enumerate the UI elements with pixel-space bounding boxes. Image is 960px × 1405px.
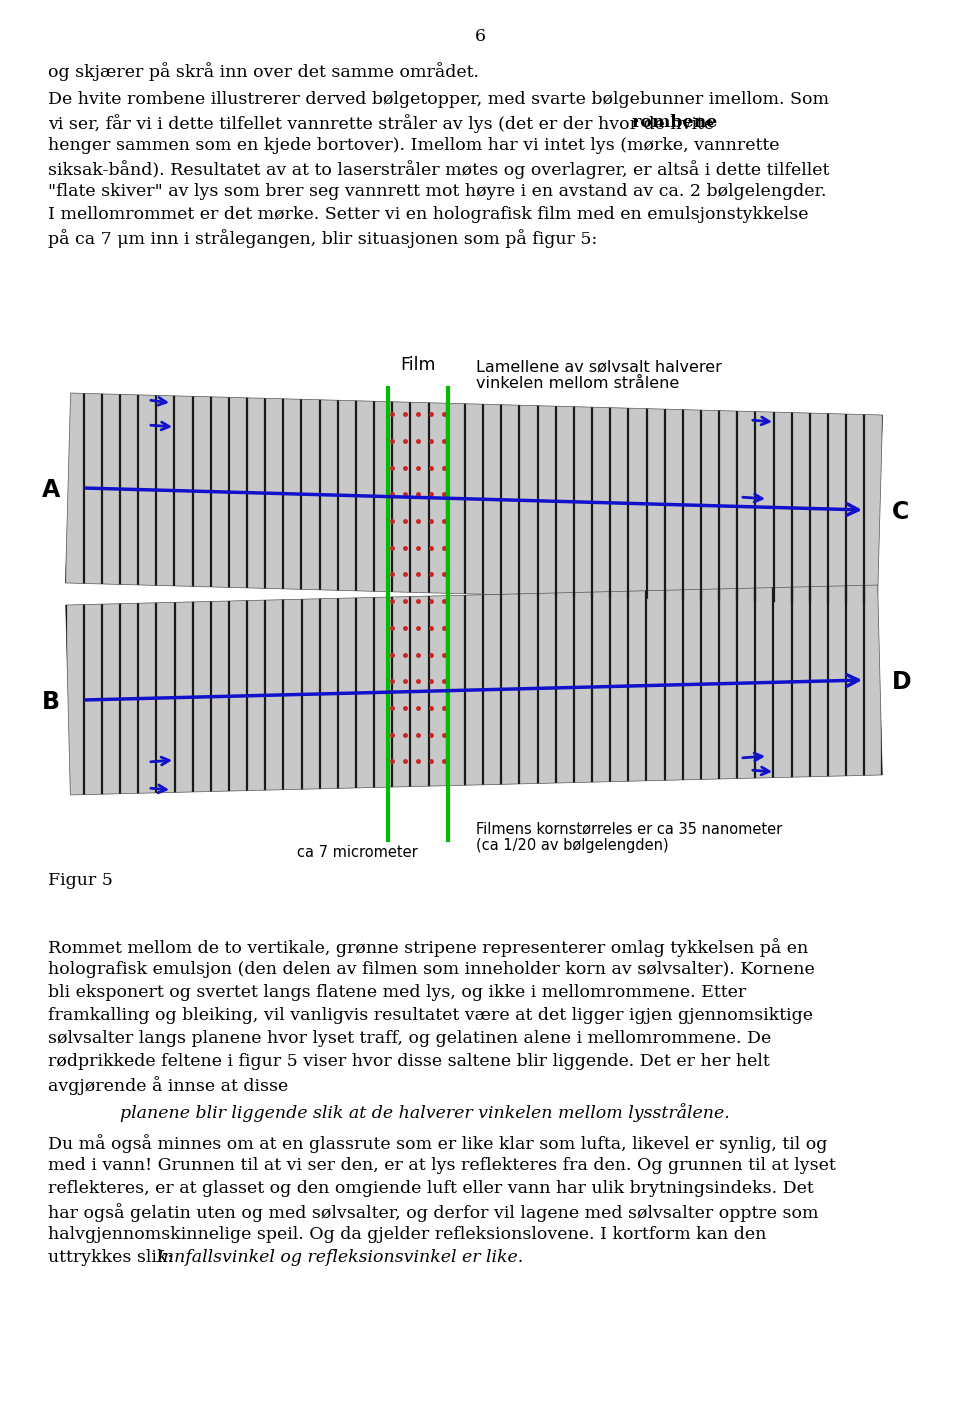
Polygon shape bbox=[65, 584, 882, 795]
Text: med i vann! Grunnen til at vi ser den, er at lys reflekteres fra den. Og grunnen: med i vann! Grunnen til at vi ser den, e… bbox=[48, 1156, 836, 1175]
Text: Rommet mellom de to vertikale, grønne stripene representerer omlag tykkelsen på : Rommet mellom de to vertikale, grønne st… bbox=[48, 939, 808, 957]
Text: og skjærer på skrå inn over det samme området.: og skjærer på skrå inn over det samme om… bbox=[48, 62, 479, 81]
Text: De hvite rombene illustrerer derved bølgetopper, med svarte bølgebunner imellom.: De hvite rombene illustrerer derved bølg… bbox=[48, 91, 829, 108]
Text: på ca 7 μm inn i strålegangen, blir situasjonen som på figur 5:: på ca 7 μm inn i strålegangen, blir situ… bbox=[48, 229, 597, 247]
Text: D: D bbox=[892, 670, 912, 694]
Text: 6: 6 bbox=[474, 28, 486, 45]
Text: vinkelen mellom strålene: vinkelen mellom strålene bbox=[476, 377, 680, 391]
Text: framkalling og bleiking, vil vanligvis resultatet være at det ligger igjen gjenn: framkalling og bleiking, vil vanligvis r… bbox=[48, 1007, 813, 1024]
Text: sølvsalter langs planene hvor lyset traff, og gelatinen alene i mellomrommene. D: sølvsalter langs planene hvor lyset traf… bbox=[48, 1030, 771, 1047]
Text: Filmens kornstørreles er ca 35 nanometer: Filmens kornstørreles er ca 35 nanometer bbox=[476, 822, 782, 837]
Text: uttrykkes slik:: uttrykkes slik: bbox=[48, 1249, 179, 1266]
Polygon shape bbox=[65, 393, 882, 606]
Text: Figur 5: Figur 5 bbox=[48, 873, 113, 889]
Text: Lamellene av sølvsalt halverer: Lamellene av sølvsalt halverer bbox=[476, 360, 722, 374]
Text: vi ser, får vi i dette tilfellet vannrette stråler av lys (det er der hvor de hv: vi ser, får vi i dette tilfellet vannret… bbox=[48, 114, 720, 133]
Text: reflekteres, er at glasset og den omgiende luft eller vann har ulik brytningsind: reflekteres, er at glasset og den omgien… bbox=[48, 1180, 814, 1197]
Text: I mellomrommet er det mørke. Setter vi en holografisk film med en emulsjonstykke: I mellomrommet er det mørke. Setter vi e… bbox=[48, 207, 808, 223]
Text: rødprikkede feltene i figur 5 viser hvor disse saltene blir liggende. Det er her: rødprikkede feltene i figur 5 viser hvor… bbox=[48, 1052, 770, 1071]
Text: "flate skiver" av lys som brer seg vannrett mot høyre i en avstand av ca. 2 bølg: "flate skiver" av lys som brer seg vannr… bbox=[48, 183, 827, 200]
Text: planene blir liggende slik at de halverer vinkelen mellom lysstrålene.: planene blir liggende slik at de halvere… bbox=[120, 1103, 730, 1123]
Text: holografisk emulsjon (den delen av filmen som inneholder korn av sølvsalter). Ko: holografisk emulsjon (den delen av filme… bbox=[48, 961, 815, 978]
Text: siksak-bånd). Resultatet av at to laserstråler møtes og overlagrer, er altså i d: siksak-bånd). Resultatet av at to lasers… bbox=[48, 160, 829, 178]
Text: A: A bbox=[41, 478, 60, 502]
Text: ca 7 micrometer: ca 7 micrometer bbox=[298, 844, 418, 860]
Text: bli eksponert og svertet langs flatene med lys, og ikke i mellomrommene. Etter: bli eksponert og svertet langs flatene m… bbox=[48, 983, 746, 1000]
Text: har også gelatin uten og med sølvsalter, og derfor vil lagene med sølvsalter opp: har også gelatin uten og med sølvsalter,… bbox=[48, 1203, 819, 1222]
Text: Du må også minnes om at en glassrute som er like klar som lufta, likevel er synl: Du må også minnes om at en glassrute som… bbox=[48, 1134, 828, 1154]
Text: (ca 1/20 av bølgelengden): (ca 1/20 av bølgelengden) bbox=[476, 837, 668, 853]
Text: halvgjennomskinnelige speil. Og da gjelder refleksionslovene. I kortform kan den: halvgjennomskinnelige speil. Og da gjeld… bbox=[48, 1227, 766, 1243]
Text: henger sammen som en kjede bortover). Imellom har vi intet lys (mørke, vannrette: henger sammen som en kjede bortover). Im… bbox=[48, 138, 780, 155]
Text: avgjørende å innse at disse: avgjørende å innse at disse bbox=[48, 1076, 288, 1094]
Text: C: C bbox=[892, 500, 909, 524]
Text: Film: Film bbox=[400, 355, 436, 374]
Text: B: B bbox=[42, 690, 60, 714]
Text: Innfallsvinkel og refleksionsvinkel er like.: Innfallsvinkel og refleksionsvinkel er l… bbox=[156, 1249, 523, 1266]
Text: rombene: rombene bbox=[632, 114, 718, 131]
